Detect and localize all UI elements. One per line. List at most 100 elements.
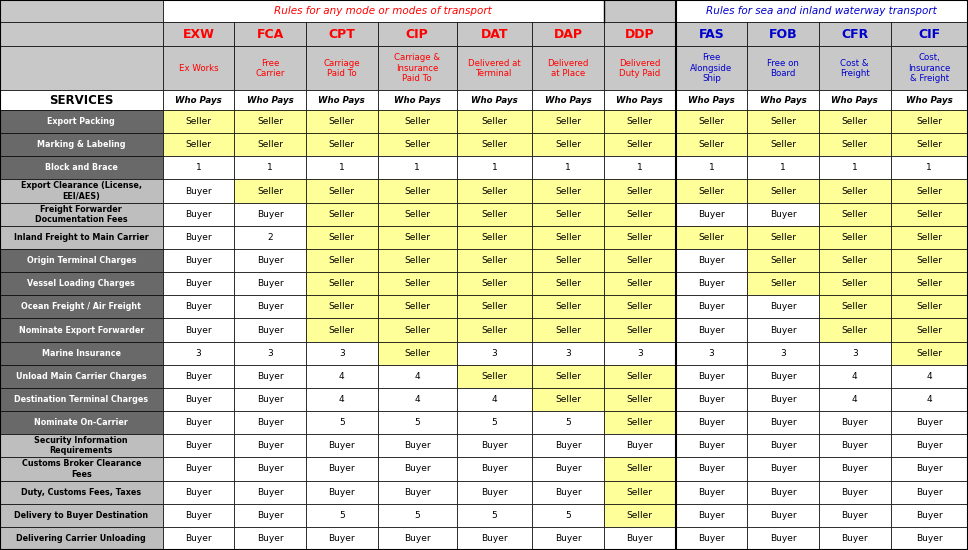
Bar — [604, 411, 676, 434]
Bar — [163, 504, 234, 527]
Bar — [234, 202, 306, 226]
Bar — [457, 504, 532, 527]
Text: Buyer: Buyer — [841, 441, 868, 450]
Text: Buyer: Buyer — [841, 511, 868, 520]
Bar — [163, 110, 234, 133]
Text: Seller: Seller — [329, 279, 354, 288]
Text: Who Pays: Who Pays — [760, 96, 806, 104]
Bar — [819, 272, 891, 295]
Text: 4: 4 — [852, 395, 858, 404]
Text: Seller: Seller — [917, 349, 942, 358]
Text: Buyer: Buyer — [185, 279, 212, 288]
Bar — [378, 46, 457, 90]
Text: Buyer: Buyer — [185, 418, 212, 427]
Text: Seller: Seller — [482, 210, 507, 219]
Text: Seller: Seller — [627, 488, 652, 497]
Text: Buyer: Buyer — [481, 488, 508, 497]
Bar — [0, 411, 163, 434]
Text: Seller: Seller — [329, 256, 354, 265]
Text: Seller: Seller — [771, 233, 796, 242]
Text: Buyer: Buyer — [257, 488, 284, 497]
Text: 1: 1 — [196, 163, 201, 172]
Text: Buyer: Buyer — [257, 302, 284, 311]
Bar — [163, 46, 234, 90]
Bar — [234, 527, 306, 550]
Text: Seller: Seller — [627, 117, 652, 126]
Bar — [676, 527, 747, 550]
Text: 3: 3 — [637, 349, 643, 358]
Bar — [819, 249, 891, 272]
Bar — [604, 318, 676, 342]
Bar — [163, 22, 234, 46]
Text: 1: 1 — [926, 163, 932, 172]
Text: Seller: Seller — [771, 117, 796, 126]
Text: Seller: Seller — [917, 233, 942, 242]
Bar — [378, 411, 457, 434]
Text: Delivered at
Terminal: Delivered at Terminal — [469, 58, 521, 78]
Bar — [457, 527, 532, 550]
Text: Seller: Seller — [556, 326, 581, 334]
Text: Rules for any mode or modes of transport: Rules for any mode or modes of transport — [275, 6, 492, 16]
Bar — [676, 411, 747, 434]
Text: Seller: Seller — [917, 117, 942, 126]
Bar — [378, 458, 457, 481]
Text: Vessel Loading Charges: Vessel Loading Charges — [27, 279, 136, 288]
Bar — [676, 342, 747, 365]
Text: Buyer: Buyer — [555, 488, 582, 497]
Text: Marking & Labeling: Marking & Labeling — [37, 140, 126, 149]
Bar — [234, 365, 306, 388]
Bar — [306, 411, 378, 434]
Bar — [0, 202, 163, 226]
Bar — [0, 388, 163, 411]
Bar — [676, 226, 747, 249]
Text: Seller: Seller — [257, 186, 283, 196]
Text: Buyer: Buyer — [698, 372, 725, 381]
Bar — [604, 156, 676, 179]
Bar — [532, 527, 604, 550]
Text: Buyer: Buyer — [770, 210, 797, 219]
Bar — [457, 110, 532, 133]
Bar — [234, 411, 306, 434]
Text: 1: 1 — [492, 163, 498, 172]
Bar — [234, 46, 306, 90]
Bar — [378, 365, 457, 388]
Text: Buyer: Buyer — [916, 511, 943, 520]
Text: Buyer: Buyer — [698, 418, 725, 427]
Text: Seller: Seller — [842, 117, 867, 126]
Bar — [457, 156, 532, 179]
Text: Buyer: Buyer — [770, 395, 797, 404]
Text: 4: 4 — [492, 395, 498, 404]
Bar — [0, 481, 163, 504]
Bar — [676, 388, 747, 411]
Bar — [891, 504, 968, 527]
Bar — [747, 365, 819, 388]
Bar — [891, 90, 968, 110]
Text: Buyer: Buyer — [328, 441, 355, 450]
Bar — [378, 226, 457, 249]
Bar — [819, 411, 891, 434]
Text: Buyer: Buyer — [185, 326, 212, 334]
Text: Buyer: Buyer — [185, 395, 212, 404]
Bar — [747, 481, 819, 504]
Bar — [532, 481, 604, 504]
Bar — [532, 295, 604, 318]
Bar — [532, 22, 604, 46]
Bar — [457, 46, 532, 90]
Text: Seller: Seller — [405, 349, 430, 358]
Text: Buyer: Buyer — [555, 464, 582, 474]
Text: Delivered
Duty Paid: Delivered Duty Paid — [620, 58, 660, 78]
Text: 2: 2 — [267, 233, 273, 242]
Bar — [163, 133, 234, 156]
Text: Seller: Seller — [917, 186, 942, 196]
Bar — [532, 249, 604, 272]
Text: Seller: Seller — [627, 326, 652, 334]
Bar — [234, 388, 306, 411]
Bar — [819, 202, 891, 226]
Bar — [604, 133, 676, 156]
Bar — [306, 504, 378, 527]
Text: Buyer: Buyer — [185, 210, 212, 219]
Bar — [747, 22, 819, 46]
Text: Who Pays: Who Pays — [688, 96, 735, 104]
Bar — [532, 46, 604, 90]
Text: Seller: Seller — [482, 256, 507, 265]
